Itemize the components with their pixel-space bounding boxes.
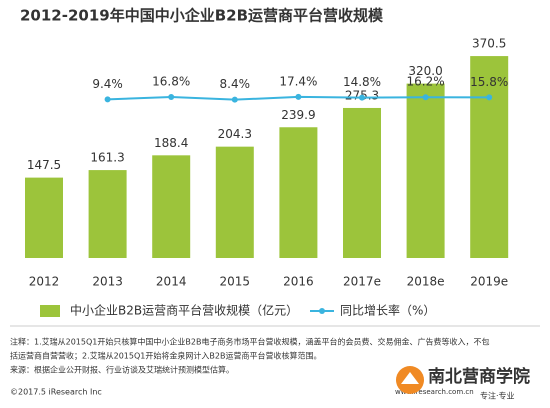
data-label: 8.4% — [220, 77, 251, 91]
bar — [88, 170, 127, 258]
legend-swatch — [40, 305, 60, 317]
x-tick-label: 2012 — [29, 275, 60, 289]
legend-swatch — [319, 308, 325, 314]
x-tick-label: 2016 — [283, 275, 314, 289]
note: 来源：根据企业公开财报、行业访谈及艾瑞统计预测模型估算。 — [10, 365, 234, 375]
bar — [343, 107, 381, 258]
chart-title: 2012-2019年中国中小企业B2B运营商平台营收规模 — [20, 7, 384, 25]
x-tick-label: 2017e — [343, 275, 381, 289]
note: 括运营商自营营收；2.艾瑞从2015Q1开始将金泉网计入B2B运营商平台营收核算… — [10, 351, 321, 361]
logo-slogan: 专注·专业 — [480, 391, 515, 401]
copyright: ©2017.5 iResearch Inc — [10, 388, 102, 397]
bar — [470, 56, 509, 258]
legend-label: 中小企业B2B运营商平台营收规模（亿元） — [70, 303, 298, 318]
line-point — [486, 94, 493, 101]
data-label: 239.9 — [281, 108, 315, 122]
bar — [152, 155, 191, 258]
x-tick-label: 2015 — [220, 275, 251, 289]
x-tick-label: 2013 — [92, 275, 123, 289]
data-label: 147.5 — [27, 158, 61, 172]
bar — [406, 83, 445, 258]
line-point — [168, 94, 175, 101]
data-label: 17.4% — [279, 74, 317, 88]
x-tick-label: 2018e — [407, 275, 445, 289]
x-tick-label: 2019e — [470, 275, 508, 289]
data-label: 188.4 — [154, 136, 188, 150]
logo-name: 南北营商学院 — [428, 366, 530, 387]
watermark: www.iresearch.com.cn — [395, 388, 474, 396]
logo-icon — [401, 372, 419, 384]
data-label: 9.4% — [92, 77, 123, 91]
bar — [215, 146, 254, 258]
note: 注释：1.艾瑞从2015Q1开始只核算中国中小企业B2B电子商务市场平台营收规模… — [10, 337, 489, 347]
bar — [25, 177, 63, 258]
legend-label: 同比增长率（%） — [340, 303, 435, 318]
line-point — [104, 96, 111, 103]
data-label: 15.8% — [470, 75, 508, 89]
line-point — [295, 93, 302, 100]
line-point — [422, 94, 429, 101]
bar — [279, 127, 318, 258]
data-label: 16.2% — [407, 75, 445, 89]
data-label: 16.8% — [152, 75, 190, 89]
data-label: 320.0 — [408, 64, 442, 78]
data-label: 370.5 — [472, 37, 506, 51]
line-point — [359, 94, 365, 101]
data-label: 161.3 — [90, 151, 124, 165]
x-tick-label: 2014 — [156, 275, 187, 289]
line-point — [231, 96, 238, 103]
data-label: 14.8% — [343, 75, 381, 89]
data-label: 204.3 — [218, 127, 252, 141]
